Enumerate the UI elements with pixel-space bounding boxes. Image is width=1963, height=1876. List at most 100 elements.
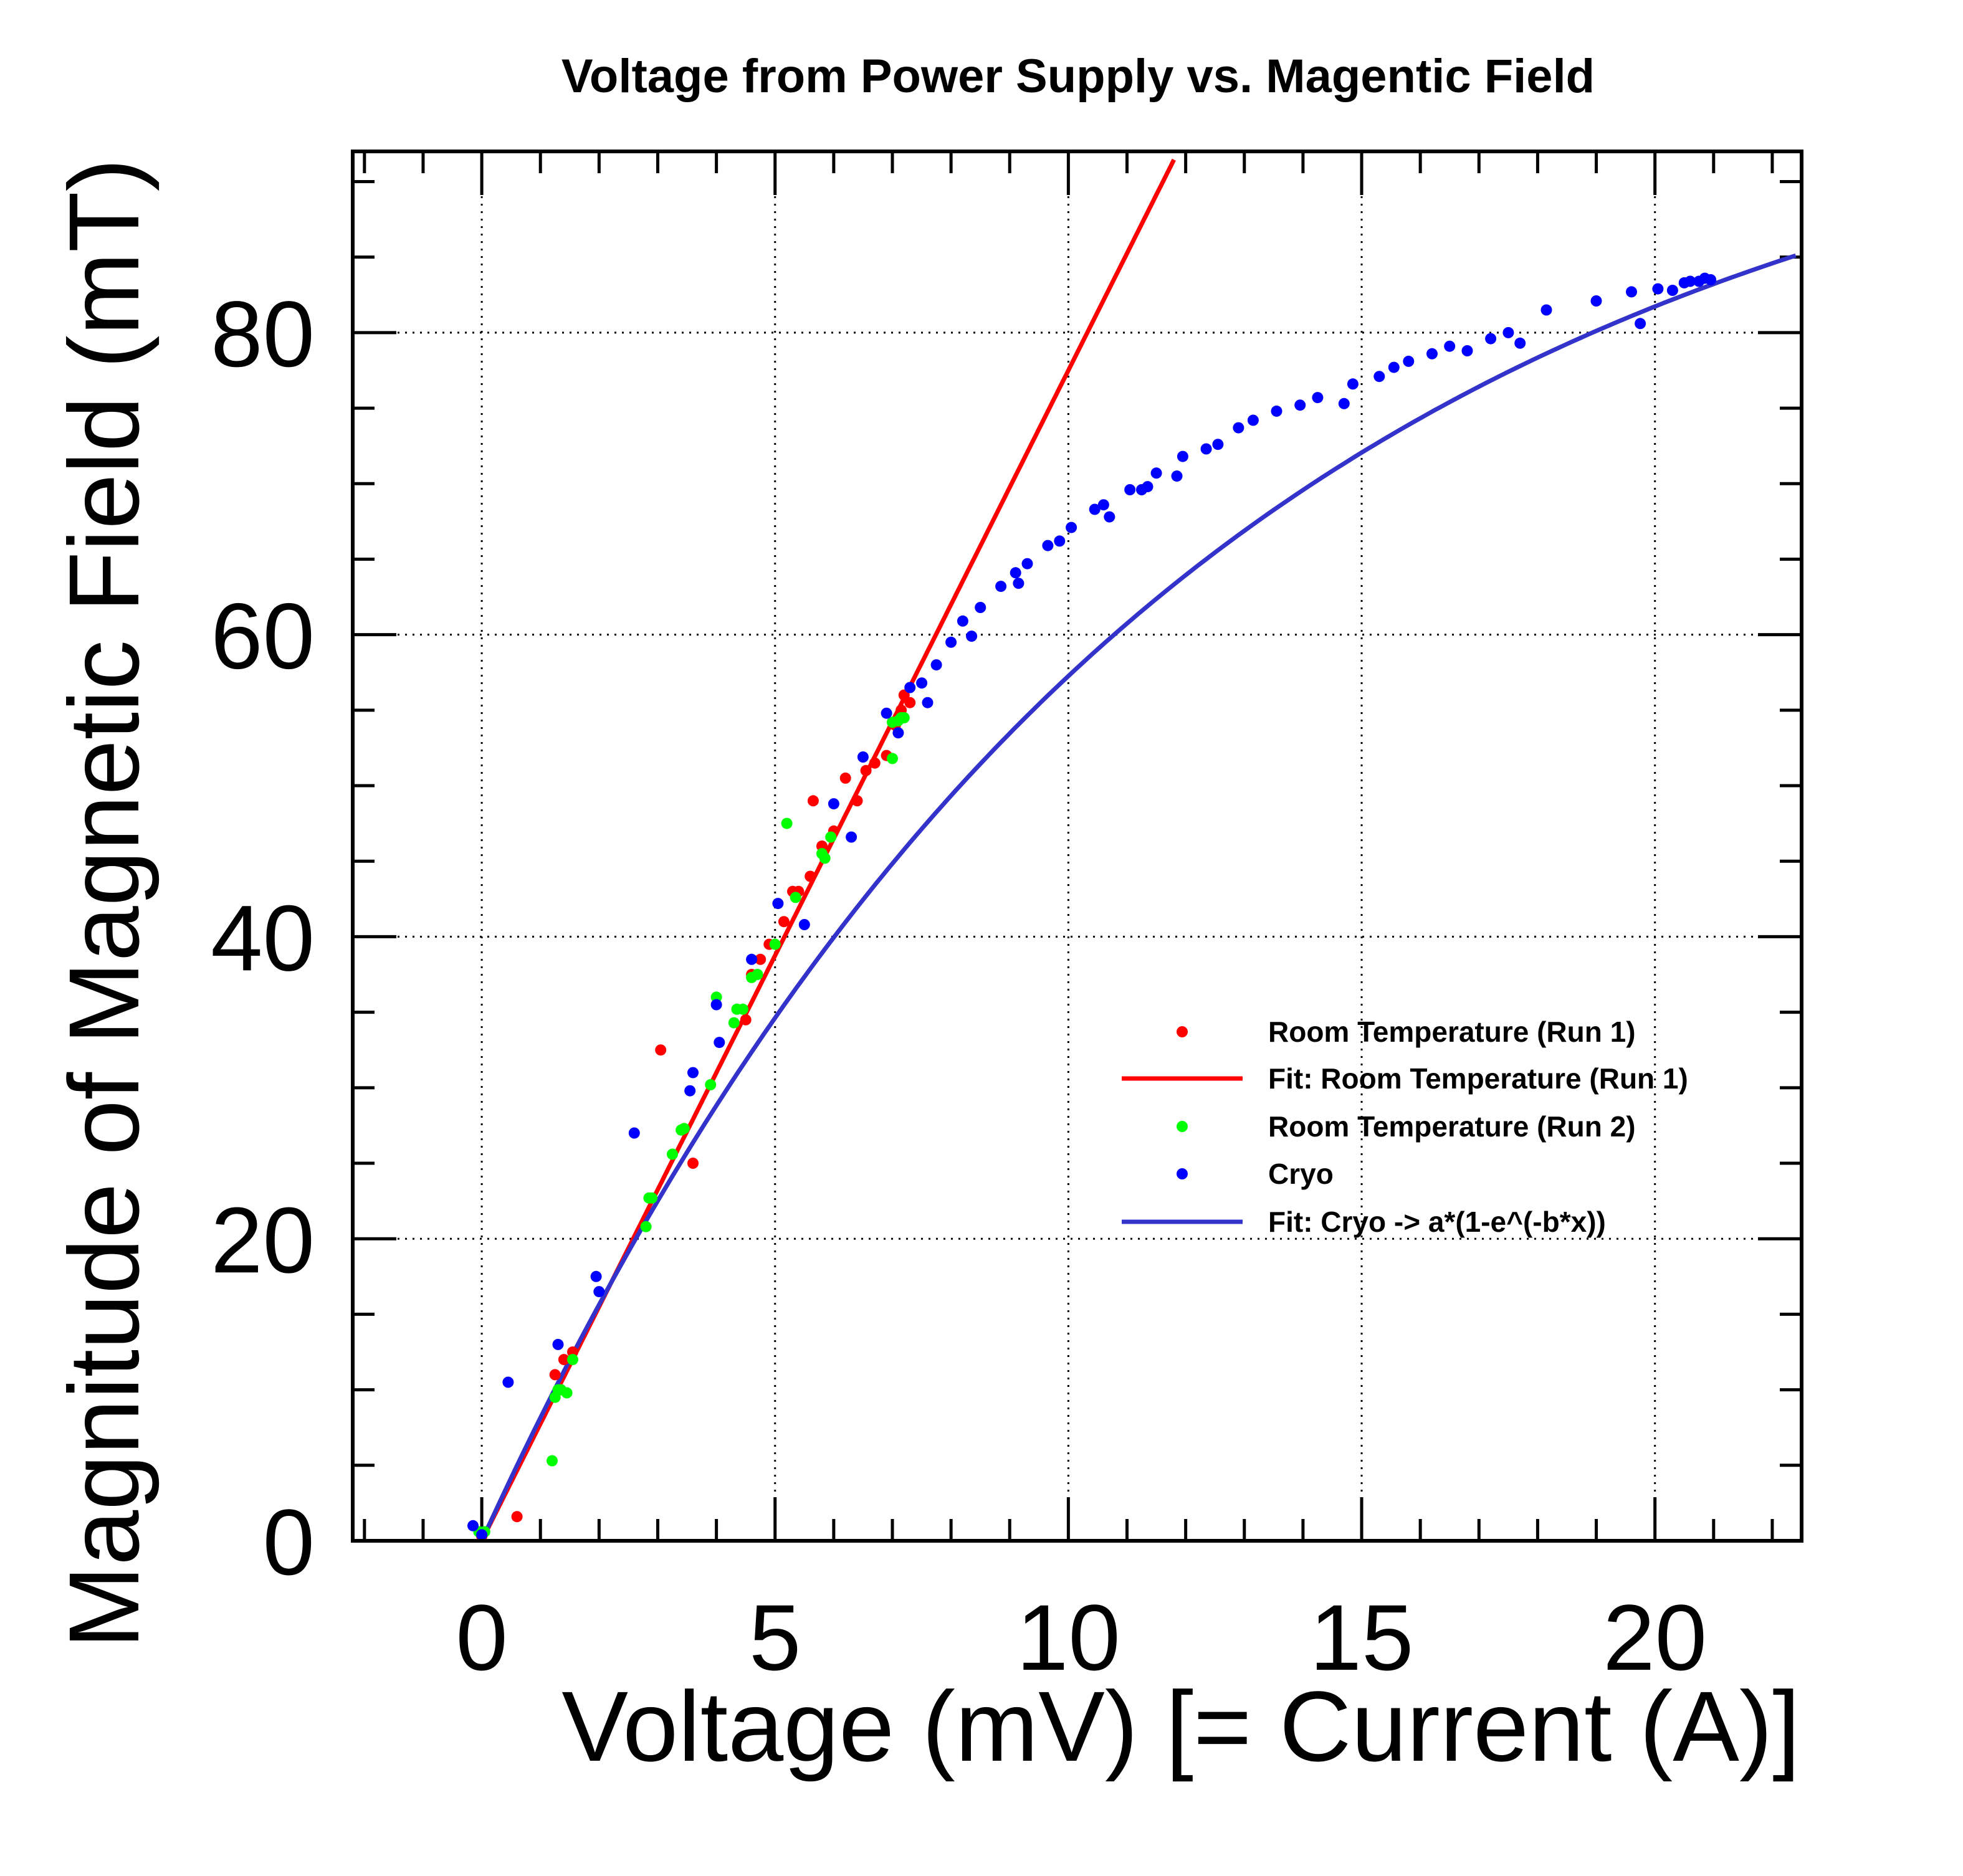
data-point	[857, 751, 869, 763]
data-point	[1150, 467, 1162, 479]
data-point	[805, 870, 816, 882]
data-point	[740, 1014, 752, 1026]
data-point	[869, 757, 881, 769]
data-point	[922, 697, 934, 708]
data-point	[640, 1221, 652, 1232]
data-point	[1089, 503, 1101, 515]
y-tick-label: 0	[263, 1490, 315, 1594]
data-point	[1684, 275, 1696, 287]
data-point	[892, 727, 904, 739]
axis-ticks	[353, 151, 1802, 1543]
data-point	[828, 798, 839, 810]
data-point	[887, 753, 898, 764]
data-point	[655, 1044, 667, 1056]
fit-line	[479, 253, 1797, 1541]
data-point	[705, 1079, 717, 1090]
y-tick-label: 60	[211, 584, 315, 688]
data-point	[511, 1511, 523, 1523]
legend-label: Fit: Room Temperature (Run 1)	[1268, 1062, 1688, 1095]
data-point	[781, 817, 793, 829]
data-point	[904, 682, 916, 693]
data-point	[807, 795, 819, 807]
data-point	[898, 712, 910, 723]
data-point	[975, 602, 986, 613]
data-point	[1485, 333, 1497, 345]
data-point	[1540, 304, 1552, 316]
data-point	[1403, 355, 1415, 367]
x-tick-label: 10	[1016, 1585, 1120, 1690]
data-point	[1200, 443, 1212, 455]
data-point	[467, 1520, 479, 1531]
legend-marker	[1177, 1026, 1188, 1037]
data-point	[1514, 337, 1526, 349]
y-tick-label: 80	[211, 282, 315, 386]
data-point	[687, 1158, 699, 1169]
data-point	[1021, 558, 1033, 569]
data-point	[957, 615, 968, 627]
x-tick-label: 15	[1310, 1585, 1414, 1690]
legend-label: Fit: Cryo -> a*(1-e^(-b*x))	[1268, 1206, 1606, 1238]
data-point	[1054, 535, 1066, 547]
data-point	[1373, 371, 1385, 383]
data-point	[1635, 318, 1646, 330]
data-point	[778, 916, 790, 928]
data-point	[1271, 405, 1282, 417]
y-tick-label: 20	[211, 1188, 315, 1292]
data-point	[1626, 286, 1637, 298]
data-point	[839, 772, 851, 784]
data-point	[646, 1192, 658, 1204]
data-point	[930, 659, 942, 671]
data-point	[916, 677, 928, 689]
tick-labels: 0 5 10 15 20 0 20 40 60 80	[211, 282, 1707, 1690]
data-point	[628, 1127, 640, 1139]
data-point	[772, 898, 784, 910]
legend: Room Temperature (Run 1) Fit: Room Temper…	[1122, 1016, 1688, 1238]
data-point	[1426, 348, 1438, 359]
data-point	[1124, 484, 1136, 495]
data-point	[593, 1286, 605, 1298]
legend-label: Room Temperature (Run 1)	[1268, 1016, 1636, 1048]
data-point	[590, 1270, 602, 1282]
data-point	[860, 764, 872, 776]
data-point	[898, 689, 910, 701]
data-point	[1444, 340, 1456, 352]
y-tick-label: 40	[211, 885, 315, 990]
data-point	[1010, 567, 1021, 579]
data-point	[1705, 274, 1717, 285]
data-point	[966, 631, 978, 642]
data-point	[549, 1369, 561, 1381]
data-point	[728, 1017, 740, 1029]
data-point	[684, 1085, 696, 1097]
data-point	[1502, 326, 1514, 338]
data-point	[746, 953, 758, 965]
x-axis-label: Voltage (mV) [= Current (A)]	[561, 1670, 1800, 1782]
y-axis-label: Magnitude of Magnetic Field (mT)	[48, 158, 160, 1649]
data-point	[737, 1003, 748, 1015]
data-point	[851, 795, 863, 807]
data-point	[881, 707, 892, 719]
data-point	[1294, 399, 1306, 411]
data-point	[1142, 481, 1153, 493]
data-point	[1233, 422, 1244, 434]
data-point	[1388, 361, 1400, 373]
data-point	[552, 1338, 564, 1350]
data-point	[846, 831, 857, 843]
data-point	[1097, 499, 1109, 511]
x-tick-label: 5	[749, 1585, 801, 1690]
legend-label: Cryo	[1268, 1158, 1334, 1190]
data-point	[1652, 283, 1664, 295]
data-point	[819, 852, 831, 864]
data-point	[1066, 521, 1077, 533]
data-point	[1461, 345, 1473, 356]
data-point	[687, 1067, 699, 1078]
data-point	[1347, 378, 1359, 390]
plot-frame	[351, 150, 1803, 1543]
data-point	[710, 999, 722, 1011]
data-point	[561, 1387, 573, 1399]
data-point	[476, 1529, 488, 1541]
data-point	[547, 1455, 558, 1467]
x-tick-label: 0	[456, 1585, 507, 1690]
data-point	[678, 1123, 690, 1135]
data-point	[1312, 392, 1324, 404]
